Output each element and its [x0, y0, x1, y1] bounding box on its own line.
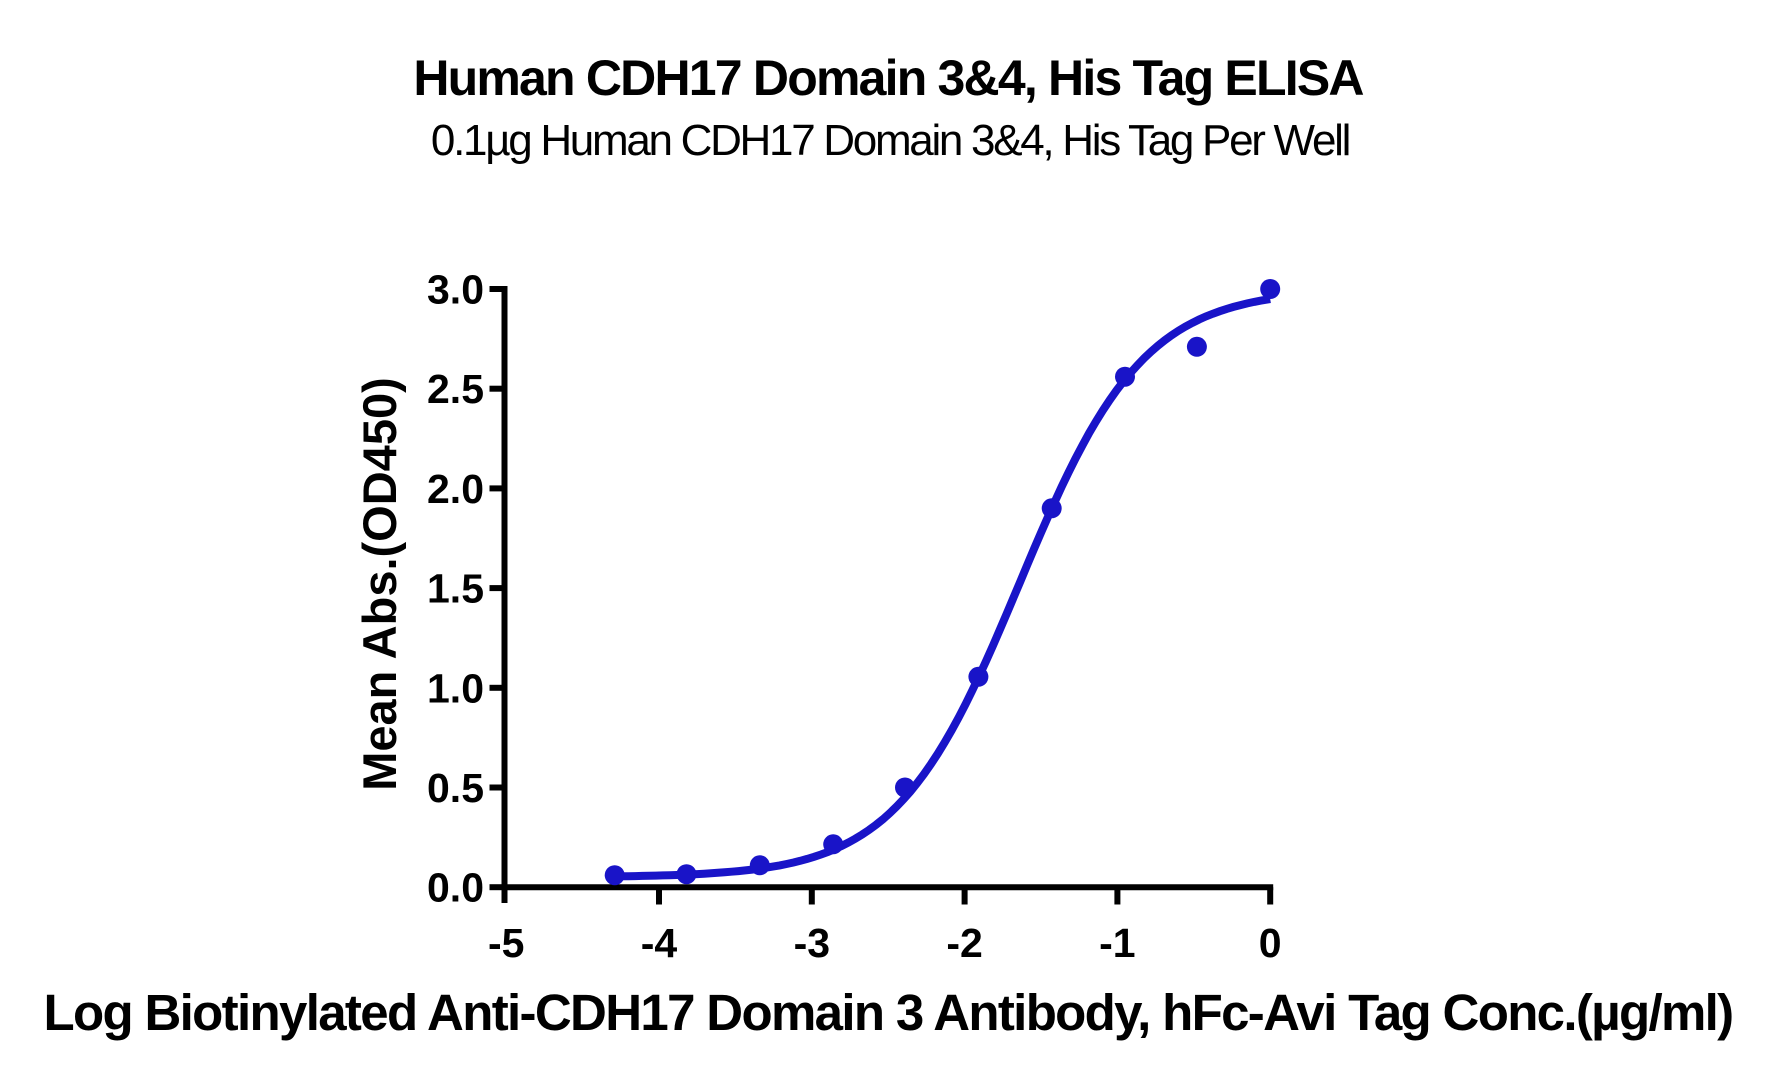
svg-text:2.0: 2.0: [427, 466, 484, 512]
svg-text:-2: -2: [946, 920, 982, 966]
svg-text:3.0: 3.0: [427, 267, 484, 313]
svg-text:-5: -5: [488, 920, 524, 966]
svg-text:1.0: 1.0: [427, 665, 484, 711]
svg-text:Mean Abs.(OD450): Mean Abs.(OD450): [353, 377, 406, 791]
svg-text:1.5: 1.5: [427, 566, 484, 612]
svg-text:0.5: 0.5: [427, 765, 484, 811]
svg-text:-1: -1: [1099, 920, 1135, 966]
svg-text:0.1µg Human CDH17 Domain 3&4,: 0.1µg Human CDH17 Domain 3&4, His Tag Pe…: [431, 116, 1349, 165]
svg-text:-4: -4: [641, 920, 678, 966]
svg-text:Human CDH17 Domain 3&4, His Ta: Human CDH17 Domain 3&4, His Tag ELISA: [413, 50, 1363, 106]
svg-text:2.5: 2.5: [427, 366, 484, 412]
svg-text:0.0: 0.0: [427, 865, 484, 911]
svg-text:Log Biotinylated Anti-CDH17 Do: Log Biotinylated Anti-CDH17 Domain 3 Ant…: [44, 984, 1733, 1041]
svg-text:0: 0: [1259, 920, 1282, 966]
svg-text:-3: -3: [794, 920, 830, 966]
